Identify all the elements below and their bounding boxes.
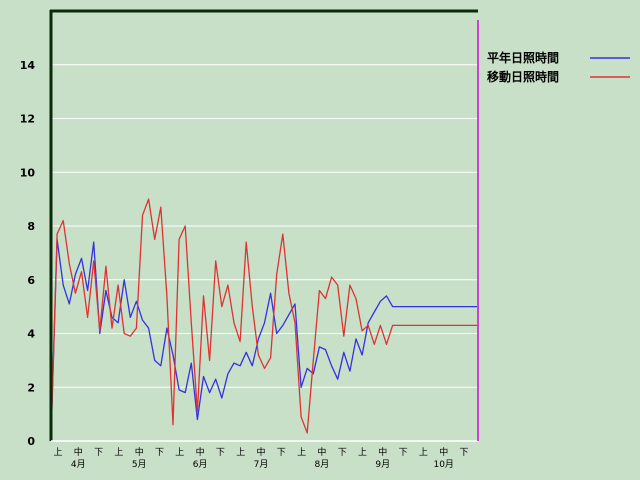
legend-label: 平年日照時間 (487, 50, 559, 65)
series-line-2 (50, 198, 478, 439)
x-tick-label: 下 (338, 448, 347, 458)
x-tick-label: 中 (196, 446, 205, 458)
x-tick-label: 上 (358, 447, 367, 458)
x-tick-label: 下 (277, 448, 286, 458)
x-tick-label: 下 (216, 448, 225, 458)
x-axis-ticks: 上中下上中下上中下上中下上中下上中下上中下 (53, 446, 468, 458)
x-tick-label: 中 (135, 446, 144, 458)
y-tick-label: 10 (20, 166, 36, 179)
x-tick-label: 上 (114, 447, 123, 458)
x-tick-label: 下 (399, 448, 408, 458)
x-tick-label: 下 (155, 448, 164, 458)
y-tick-label: 2 (27, 381, 35, 394)
legend-label: 移動日照時間 (487, 69, 559, 84)
y-tick-label: 12 (20, 113, 35, 126)
y-tick-label: 0 (27, 435, 35, 448)
x-tick-label: 中 (256, 446, 265, 458)
x-tick-label: 上 (53, 447, 62, 458)
y-tick-label: 14 (20, 59, 36, 72)
x-tick-label: 下 (459, 448, 468, 458)
y-tick-label: 6 (27, 274, 35, 287)
month-label: 10月 (433, 459, 453, 470)
month-labels: 4月 5月 6月 7月 8月 9月 10月 (71, 459, 454, 470)
month-label: 8月 (315, 459, 330, 470)
month-label: 7月 (254, 459, 269, 470)
x-tick-label: 上 (297, 447, 306, 458)
x-tick-label: 中 (317, 446, 326, 458)
month-label: 4月 (71, 459, 86, 470)
series-lines (50, 198, 478, 439)
y-tick-label: 4 (27, 328, 35, 341)
grid-lines (51, 10, 478, 388)
x-tick-label: 上 (419, 447, 428, 458)
series-line-1 (50, 238, 478, 439)
x-tick-label: 中 (74, 446, 83, 458)
y-axis-ticks: 0 2 4 6 8 10 12 14 (20, 59, 36, 448)
x-tick-label: 中 (378, 446, 387, 458)
month-label: 5月 (132, 459, 147, 470)
y-tick-label: 8 (27, 220, 35, 233)
x-tick-label: 中 (439, 446, 448, 458)
x-tick-label: 下 (94, 448, 103, 458)
x-tick-label: 上 (175, 447, 184, 458)
month-label: 9月 (375, 459, 390, 470)
month-label: 6月 (193, 459, 208, 470)
x-tick-label: 上 (236, 447, 245, 458)
